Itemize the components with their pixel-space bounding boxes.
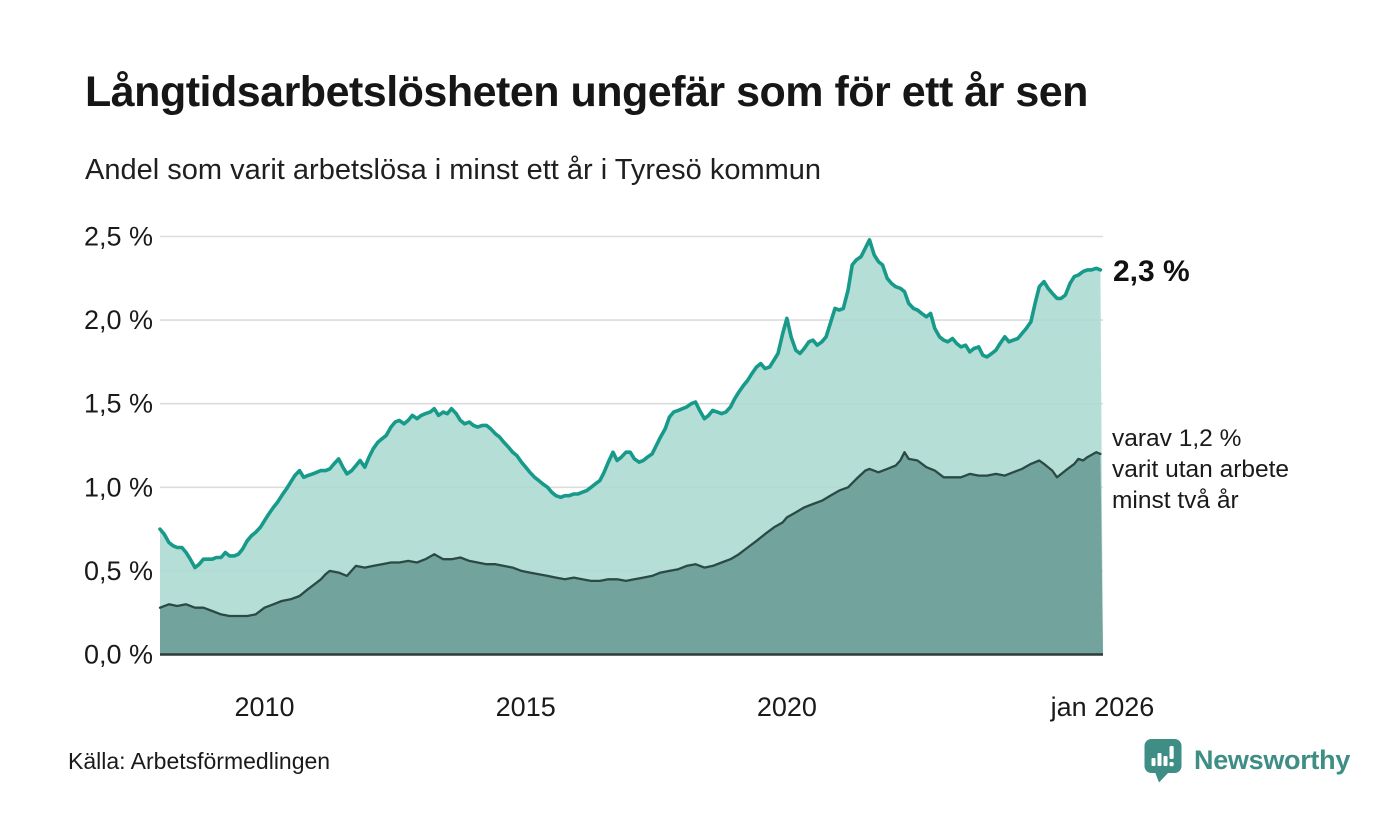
- chart-subtitle: Andel som varit arbetslösa i minst ett å…: [85, 154, 822, 186]
- x-tick-label: 2010: [234, 692, 294, 722]
- y-tick-label: 1,0 %: [84, 472, 153, 502]
- x-tick-label: 2015: [496, 692, 556, 722]
- newsworthy-logo[interactable]: Newsworthy: [1143, 737, 1350, 783]
- annotation-line: minst två år: [1112, 487, 1239, 514]
- y-tick-label: 0,0 %: [84, 640, 153, 670]
- y-tick-label: 2,0 %: [84, 305, 153, 335]
- source-label: Källa: Arbetsförmedlingen: [68, 748, 331, 774]
- y-tick-label: 1,5 %: [84, 389, 153, 419]
- y-tick-label: 2,5 %: [84, 222, 153, 252]
- area-2yr: [160, 452, 1103, 655]
- end-value-label: 2,3 %: [1113, 255, 1190, 288]
- annotation-line: varit utan arbete: [1112, 456, 1289, 483]
- newsworthy-logo-text: Newsworthy: [1194, 744, 1351, 775]
- x-tick-label: 2020: [757, 692, 817, 722]
- annotation-line: varav 1,2 %: [1112, 425, 1241, 452]
- y-tick-label: 0,5 %: [84, 556, 153, 586]
- x-tick-label: jan 2026: [1050, 692, 1155, 722]
- newsworthy-logo-icon: [1144, 739, 1182, 783]
- line-2yr: [158, 451, 1102, 618]
- chart-title: Långtidsarbetslösheten ungefär som för e…: [85, 68, 1088, 116]
- line-1yr: [158, 238, 1103, 570]
